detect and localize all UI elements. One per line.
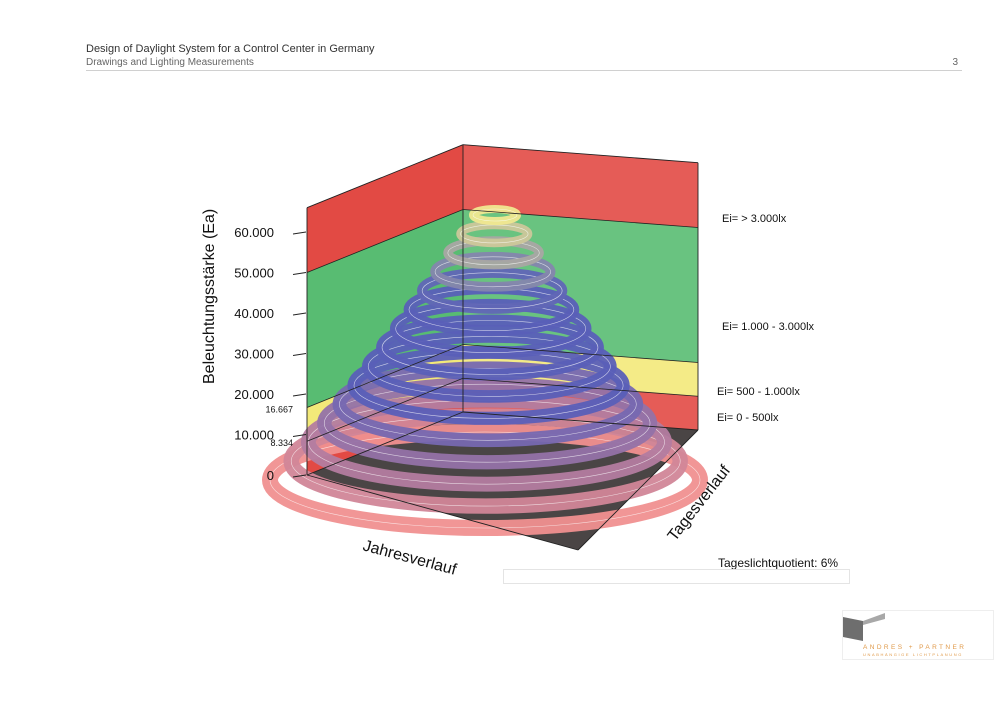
y-minor-tick-label-0: 16.667 bbox=[265, 404, 293, 414]
zone-label-1: Ei= 1.000 - 3.000lx bbox=[722, 321, 815, 333]
y-tick-label-6: 0 bbox=[267, 468, 274, 483]
y-tick-label-1: 50.000 bbox=[234, 266, 274, 281]
y-tick-mark-4 bbox=[292, 393, 307, 397]
surface-ribbon-edge-6 bbox=[367, 336, 611, 397]
frame-edge-5 bbox=[462, 144, 699, 164]
zone-side-3 bbox=[307, 144, 463, 273]
company-logo: ANDRES + PARTNER UNABHÄNGIGE LICHTPLANUN… bbox=[842, 610, 994, 660]
y-tick-mark-3 bbox=[292, 353, 307, 356]
logo-name: ANDRES + PARTNER bbox=[863, 644, 967, 651]
zone-legend: Ei= > 3.000lx Ei= 1.000 - 3.000lx Ei= 500 … bbox=[717, 213, 815, 424]
zone-boundary-0 bbox=[306, 209, 699, 273]
document-title: Design of Daylight System for a Control … bbox=[86, 43, 375, 55]
zone-label-0: Ei= > 3.000lx bbox=[722, 213, 787, 225]
surface-ribbon-edge-0 bbox=[269, 431, 701, 529]
surface-ribbon-edge-11 bbox=[434, 256, 551, 288]
y-axis-label: Beleuchtungsstärke (Ea) bbox=[201, 209, 218, 384]
frame-edge-3 bbox=[306, 474, 579, 551]
zone-boundary-1 bbox=[306, 344, 699, 408]
y-axis: 60.000 50.000 40.000 30.000 20.000 10.000 0 16.… bbox=[234, 225, 307, 483]
document-subtitle: Drawings and Lighting Measurements bbox=[86, 57, 254, 68]
logo-tagline: UNABHÄNGIGE LICHTPLANUNG bbox=[863, 652, 963, 657]
chart-frame bbox=[306, 144, 699, 551]
page-number: 3 bbox=[952, 57, 958, 68]
note-box bbox=[503, 569, 850, 584]
y-tick-mark-0 bbox=[292, 231, 307, 235]
y-tick-mark-1 bbox=[292, 272, 307, 275]
daylight-factor-note: Tageslichtquotient: 6% bbox=[718, 556, 838, 570]
zone-label-2: Ei= 500 - 1.000lx bbox=[717, 386, 800, 398]
y-tick-mark-2 bbox=[292, 312, 307, 316]
frame-edge-4 bbox=[306, 144, 464, 209]
y-tick-label-4: 20.000 bbox=[234, 387, 274, 402]
y-tick-mark-6 bbox=[292, 474, 307, 478]
y-tick-mark-5 bbox=[292, 434, 307, 437]
surface-ribbon-edge-10 bbox=[421, 272, 563, 310]
zone-boundary-2 bbox=[306, 377, 699, 442]
surface-ribbon-edge-7 bbox=[381, 320, 599, 375]
y-tick-label-0: 60.000 bbox=[234, 225, 274, 240]
y-tick-label-2: 40.000 bbox=[234, 306, 274, 321]
illuminance-surface bbox=[262, 205, 708, 536]
zone-label-3: Ei= 0 - 500lx bbox=[717, 412, 779, 424]
x-axis-label: Jahresverlauf bbox=[361, 537, 459, 578]
logo-mark-icon bbox=[843, 613, 885, 641]
frame-edge-0 bbox=[306, 411, 464, 476]
surface-ribbon-edge-3 bbox=[323, 383, 651, 463]
surface-ribbon-edge-14 bbox=[472, 208, 518, 222]
frame-edge-1 bbox=[462, 411, 699, 431]
surface-ribbon-edge-4 bbox=[339, 367, 637, 441]
y-tick-label-5: 10.000 bbox=[234, 428, 274, 443]
frame-edge-2 bbox=[577, 429, 699, 551]
zone-back-3 bbox=[463, 144, 698, 228]
header-divider bbox=[86, 70, 962, 71]
y-minor-tick-label-1: 8.334 bbox=[270, 438, 293, 448]
y-tick-label-3: 30.000 bbox=[234, 347, 274, 362]
